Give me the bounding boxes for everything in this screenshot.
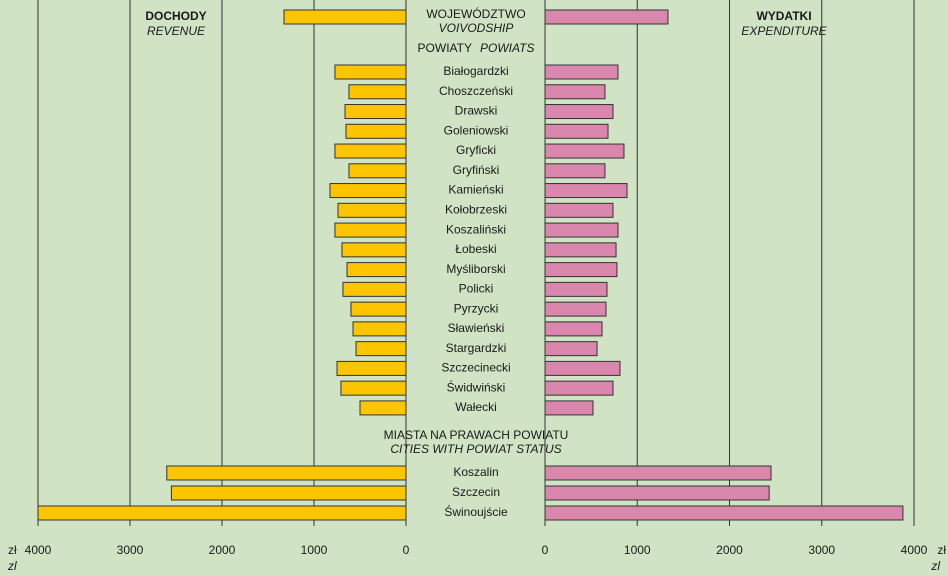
revenue-bar	[345, 123, 407, 139]
expenditure-subtitle: EXPENDITURE	[741, 24, 827, 38]
revenue-bar	[355, 341, 407, 357]
category-label: Pyrzycki	[454, 301, 499, 315]
category-label: Kołobrzeski	[445, 202, 507, 216]
x-tick-label: 3000	[117, 543, 144, 557]
revenue-bar	[166, 465, 407, 481]
revenue-bar	[346, 262, 407, 278]
section-subtitle: POWIATS	[480, 41, 534, 55]
revenue-bar	[170, 485, 407, 501]
expenditure-bar	[544, 123, 609, 139]
expenditure-title: WYDATKI	[756, 9, 811, 23]
category-label: Wałecki	[455, 400, 497, 414]
expenditure-bar	[544, 242, 617, 258]
revenue-bar	[350, 301, 407, 317]
category-label: Goleniowski	[444, 123, 509, 137]
x-tick-label: 2000	[209, 543, 236, 557]
section-title: MIASTA NA PRAWACH POWIATU	[384, 428, 569, 442]
x-tick-label: 1000	[301, 543, 328, 557]
category-label: Myśliborski	[446, 262, 505, 276]
expenditure-bar	[544, 262, 618, 278]
revenue-bar	[337, 202, 407, 218]
category-label: Świnoujście	[444, 504, 508, 519]
revenue-bar	[37, 505, 407, 521]
category-label: Szczecin	[452, 485, 500, 499]
category-label: Koszaliński	[446, 222, 506, 236]
revenue-bar	[336, 360, 407, 376]
category-label: Gryficki	[456, 143, 496, 157]
expenditure-bar	[544, 202, 614, 218]
category-label: Stargardzki	[446, 341, 507, 355]
category-label: Koszalin	[453, 465, 498, 479]
expenditure-bar	[544, 163, 606, 179]
unit-label: zl	[930, 559, 940, 573]
x-tick-label: 4000	[901, 543, 928, 557]
category-label: Drawski	[455, 104, 498, 118]
section-title-text: POWIATY	[418, 41, 472, 55]
revenue-title: DOCHODY	[145, 9, 206, 23]
expenditure-bar	[544, 84, 606, 100]
section-subtitle: VOIVODSHIP	[439, 21, 514, 35]
x-tick-label: 4000	[25, 543, 52, 557]
expenditure-bar	[544, 183, 628, 199]
expenditure-bar	[544, 505, 904, 521]
expenditure-bar	[544, 301, 607, 317]
revenue-bar	[341, 242, 407, 258]
expenditure-bar	[544, 143, 625, 159]
revenue-bar	[352, 321, 407, 337]
expenditure-bar	[544, 380, 614, 396]
unit-label: zl	[7, 559, 17, 573]
expenditure-bar	[544, 321, 603, 337]
unit-label: zł	[937, 543, 946, 557]
section-title: WOJEWÓDZTWO	[426, 6, 525, 21]
expenditure-bar	[544, 104, 614, 120]
expenditure-bar	[544, 9, 669, 25]
category-label: Łobeski	[455, 242, 496, 256]
revenue-bar	[342, 281, 407, 297]
revenue-bar	[344, 104, 407, 120]
expenditure-bar	[544, 222, 619, 238]
x-tick-label: 3000	[808, 543, 835, 557]
revenue-bar	[340, 380, 407, 396]
expenditure-bar	[544, 465, 772, 481]
category-label: Świdwiński	[447, 379, 506, 394]
x-tick-label: 2000	[716, 543, 743, 557]
revenue-bar	[334, 143, 407, 159]
category-label: Białogardzki	[443, 64, 508, 78]
revenue-bar	[334, 64, 407, 80]
category-label: Choszczeński	[439, 84, 513, 98]
expenditure-bar	[544, 281, 608, 297]
unit-label: zł	[8, 543, 17, 557]
category-label: Kamieński	[448, 183, 503, 197]
expenditure-bar	[544, 485, 770, 501]
category-label: Gryfiński	[453, 163, 500, 177]
revenue-subtitle: REVENUE	[147, 24, 206, 38]
expenditure-bar	[544, 360, 621, 376]
revenue-bar	[334, 222, 407, 238]
category-label: Sławieński	[448, 321, 505, 335]
revenue-bar	[283, 9, 407, 25]
x-tick-label: 0	[403, 543, 410, 557]
revenue-bar	[348, 84, 407, 100]
revenue-bar	[329, 183, 407, 199]
expenditure-bar	[544, 341, 598, 357]
section-title: POWIATY POWIATS	[418, 41, 535, 55]
category-label: Szczecinecki	[441, 361, 510, 375]
x-tick-label: 0	[542, 543, 549, 557]
section-subtitle: CITIES WITH POWIAT STATUS	[390, 442, 561, 456]
expenditure-bar	[544, 64, 619, 80]
expenditure-bar	[544, 400, 594, 416]
revenue-bar	[348, 163, 407, 179]
revenue-bar	[359, 400, 407, 416]
category-label: Policki	[459, 282, 494, 296]
x-tick-label: 1000	[624, 543, 651, 557]
